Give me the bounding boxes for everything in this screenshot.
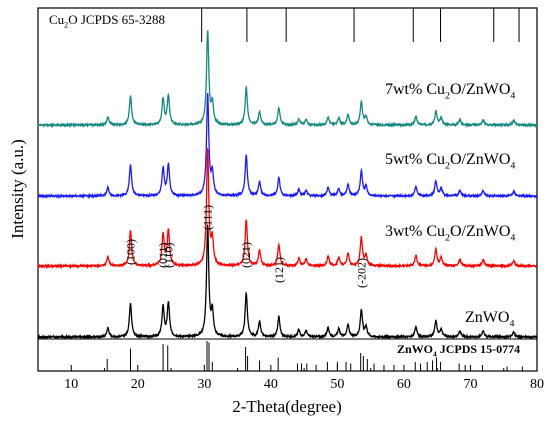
- series-label-c7: 7wt% Cu2O/ZnWO4: [385, 81, 515, 101]
- series-zn-line: [37, 223, 538, 340]
- x-tick-label: 40: [264, 377, 278, 392]
- x-axis-label: 2-Theta(degree): [232, 397, 341, 416]
- y-axis-label: Intensity (a.u.): [8, 139, 27, 239]
- annotations: Cu2O JCPDS 65-3288 ZnWO4 JCPDS 15-0774 ZnW…: [49, 12, 520, 358]
- xrd-curves: [37, 30, 538, 340]
- znwo4-reference-lines: [106, 341, 523, 371]
- miller-index-label: (110): [161, 242, 175, 268]
- miller-index-label: (011): [156, 242, 170, 268]
- miller-index-label: (-202): [354, 258, 368, 288]
- x-tick-label: 10: [64, 377, 78, 392]
- series-label-c5: 5wt% Cu2O/ZnWO4: [385, 151, 515, 171]
- cu2o-reference-label: Cu2O JCPDS 65-3288: [49, 12, 165, 30]
- series-c3-line: [37, 147, 538, 270]
- x-tick-label: 20: [131, 377, 145, 392]
- series-c7-line: [37, 30, 538, 129]
- series-label-zn: ZnWO4: [465, 309, 514, 329]
- cu2o-reference-lines: [201, 8, 520, 42]
- x-tick-label: 80: [530, 377, 544, 392]
- x-tick-label: 60: [397, 377, 411, 392]
- x-tick-label: 50: [330, 377, 344, 392]
- miller-index-label: (121): [272, 257, 286, 283]
- series-c5-line: [37, 92, 538, 200]
- plot-frame: [37, 7, 538, 372]
- x-axis-ticks: 10 20 30 40 50 60 70 80: [37, 365, 544, 392]
- x-tick-label: 30: [197, 377, 211, 392]
- miller-index-label: (111): [201, 205, 215, 230]
- x-tick-label: 70: [463, 377, 477, 392]
- znwo4-reference-label: ZnWO4 JCPDS 15-0774: [397, 342, 520, 358]
- series-label-c3: 3wt% Cu2O/ZnWO4: [385, 223, 515, 243]
- miller-index-label: (100): [123, 239, 137, 265]
- miller-index-label: (021): [239, 242, 253, 268]
